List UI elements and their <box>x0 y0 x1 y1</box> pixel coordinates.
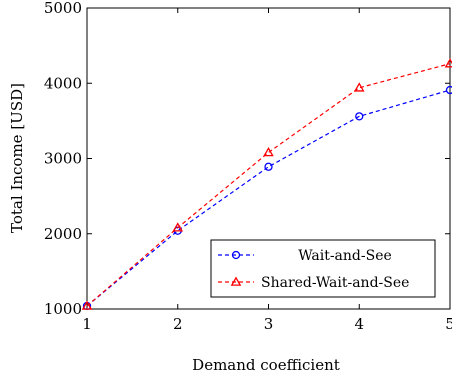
x-axis-title: Demand coefficient <box>192 356 340 374</box>
axis-ticks: 1 2 3 4 5 1000 2000 3000 4000 5000 <box>44 0 452 333</box>
data-point <box>172 222 184 232</box>
data-point <box>263 146 274 157</box>
x-tick-label: 2 <box>173 315 183 333</box>
legend-item: Shared-Wait-and-See <box>218 275 409 291</box>
y-tick-label: 3000 <box>44 150 82 168</box>
y-axis-title: Total Income [USD] <box>8 83 26 233</box>
y-tick-label: 2000 <box>44 225 82 243</box>
legend: Wait-and-See Shared-Wait-and-See <box>210 239 436 298</box>
data-point <box>444 58 452 68</box>
y-tick-label: 4000 <box>44 74 82 92</box>
x-tick-label: 1 <box>82 315 92 333</box>
x-tick-label: 3 <box>264 315 274 333</box>
data-point <box>264 162 273 171</box>
y-tick-label: 5000 <box>44 0 82 17</box>
series-line <box>86 89 451 307</box>
data-point <box>355 112 364 121</box>
x-tick-label: 4 <box>354 315 364 333</box>
legend-label: Wait-and-See <box>298 248 392 264</box>
data-point <box>81 300 93 310</box>
data-point <box>445 85 452 95</box>
x-tick-label: 5 <box>445 315 452 333</box>
legend-swatch-marker <box>230 276 242 286</box>
series-layer <box>81 58 452 311</box>
legend-swatch-marker <box>231 250 241 260</box>
y-tick-label: 1000 <box>44 300 82 318</box>
legend-label: Shared-Wait-and-See <box>261 275 409 291</box>
legend-box <box>210 239 436 298</box>
data-point <box>353 82 365 92</box>
legend-item: Wait-and-See <box>218 248 392 264</box>
series-line <box>86 63 451 307</box>
series-shared-wait-and-see <box>81 58 452 310</box>
